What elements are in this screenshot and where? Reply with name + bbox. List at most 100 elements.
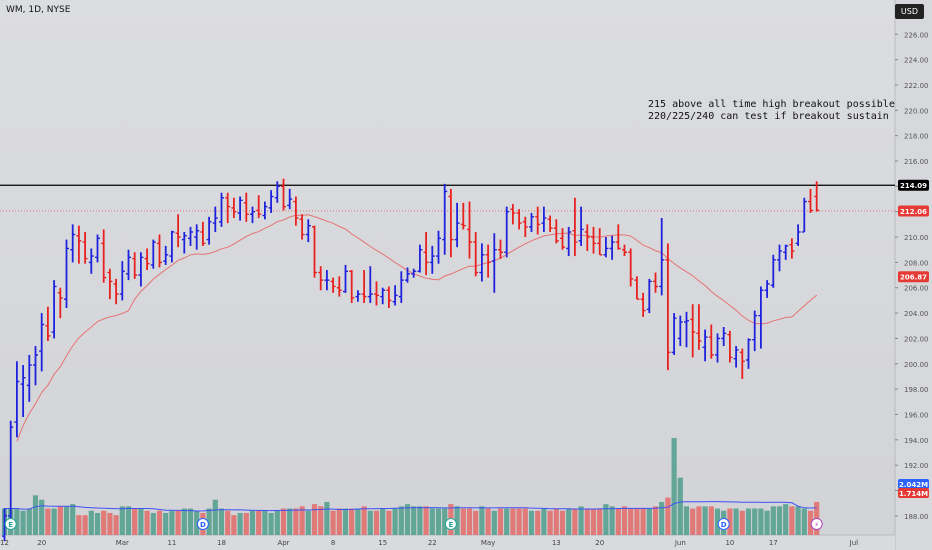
volume-bar [646, 508, 652, 535]
volume-bar [714, 508, 721, 535]
currency-button[interactable]: USD [894, 4, 924, 19]
volume-bar [342, 508, 349, 535]
y-tick-label: 216.00 [904, 158, 929, 166]
volume-bar [454, 506, 460, 535]
volume-bar [32, 495, 39, 535]
volume-bar [249, 510, 256, 535]
volume-bar [380, 508, 386, 535]
volume-bar [566, 508, 572, 535]
volume-bar [274, 510, 280, 535]
volume-bar [597, 508, 603, 535]
x-tick-label: 15 [378, 539, 387, 547]
volume-label-text: 1.714M [899, 490, 928, 498]
volume-bar [460, 508, 466, 535]
volume-bar [349, 508, 355, 535]
annotation-line-1: 215 above all time high breakout possibl… [648, 99, 895, 110]
volume-bar [739, 510, 745, 535]
volume-bar [659, 501, 665, 535]
volume-bar [169, 510, 175, 535]
volume-bar [144, 510, 150, 535]
volume-bar [621, 506, 628, 535]
volume-bar [76, 515, 82, 535]
price-label-box [898, 205, 929, 217]
volume-bar [516, 508, 522, 535]
x-tick-label: 13 [552, 539, 561, 547]
x-tick-label: Apr [277, 539, 289, 547]
volume-bar [528, 510, 535, 535]
volume-bar [795, 506, 801, 535]
volume-bar [225, 510, 231, 535]
volume-bar [690, 508, 696, 535]
volume-bar [801, 508, 807, 535]
volume-bar [590, 508, 597, 535]
event-marker [810, 518, 823, 530]
volume-bar [231, 515, 237, 535]
volume-bar [206, 508, 212, 535]
volume-bar [683, 506, 690, 535]
volume-bar [324, 501, 330, 535]
volume-bar [45, 508, 51, 535]
volume-bar [39, 499, 45, 535]
volume-bar [293, 508, 299, 535]
volume-bar [57, 506, 63, 535]
event-marker-letter: D [200, 521, 206, 529]
event-marker-letter: D [721, 521, 727, 529]
annotation-text: 215 above all time high breakout possibl… [648, 99, 895, 123]
volume-bar [491, 510, 497, 535]
y-tick-label: 222.00 [904, 82, 929, 90]
volume-bar [789, 506, 795, 535]
volume-bar [504, 508, 510, 535]
y-tick-label: 204.00 [904, 310, 929, 318]
volume-label-box [898, 488, 929, 498]
volume-bar [423, 506, 429, 535]
volume-bar [510, 508, 516, 535]
price-label-box [898, 179, 929, 191]
y-tick-label: 226.00 [904, 31, 929, 39]
volume-bar [745, 508, 752, 535]
volume-bar [522, 508, 528, 535]
volume-average-line [4, 501, 817, 512]
volume-bar [497, 508, 504, 535]
volume-bar [175, 510, 181, 535]
volume-bar [770, 506, 776, 535]
volume-bar [150, 512, 156, 535]
event-marker-letter: ⚡ [814, 521, 819, 529]
volume-bar [20, 510, 26, 535]
x-tick-label: 11 [167, 539, 176, 547]
volume-bar [783, 504, 789, 535]
volume-bar [764, 510, 770, 535]
volume-label-text: 2.042M [899, 481, 928, 489]
volume-bar [386, 510, 392, 535]
y-tick-label: 198.00 [904, 386, 929, 394]
volume-bar [330, 510, 336, 535]
event-marker [196, 518, 209, 530]
volume-bar [299, 506, 305, 535]
annotation-line-2: 220/225/240 can test if breakout sustain [648, 111, 889, 122]
volume-bar [429, 508, 435, 535]
volume-bar [466, 508, 473, 535]
volume-bar [733, 508, 739, 535]
volume-bar [541, 508, 547, 535]
x-tick-label: 18 [217, 539, 226, 547]
volume-bar [442, 508, 448, 535]
moving-average-line [16, 214, 818, 442]
volume-bar [584, 508, 590, 535]
volume-bar [14, 508, 20, 535]
volume-bar [807, 510, 814, 535]
volume-bar [367, 510, 373, 535]
y-tick-label: 194.00 [904, 437, 929, 445]
volume-bar [51, 508, 57, 535]
volume-bar [708, 506, 714, 535]
event-marker-letter: E [8, 521, 13, 529]
volume-label-box [898, 479, 929, 489]
y-tick-label: 206.00 [904, 285, 929, 293]
volume-bar [243, 512, 249, 535]
volume-bar [665, 497, 671, 535]
volume-bar [70, 504, 76, 535]
volume-bar [752, 508, 758, 535]
time-axis-background [0, 535, 895, 550]
volume-bar [82, 515, 88, 535]
x-tick-label: May [481, 539, 495, 547]
volume-bar [578, 506, 584, 535]
volume-bar [311, 504, 318, 535]
